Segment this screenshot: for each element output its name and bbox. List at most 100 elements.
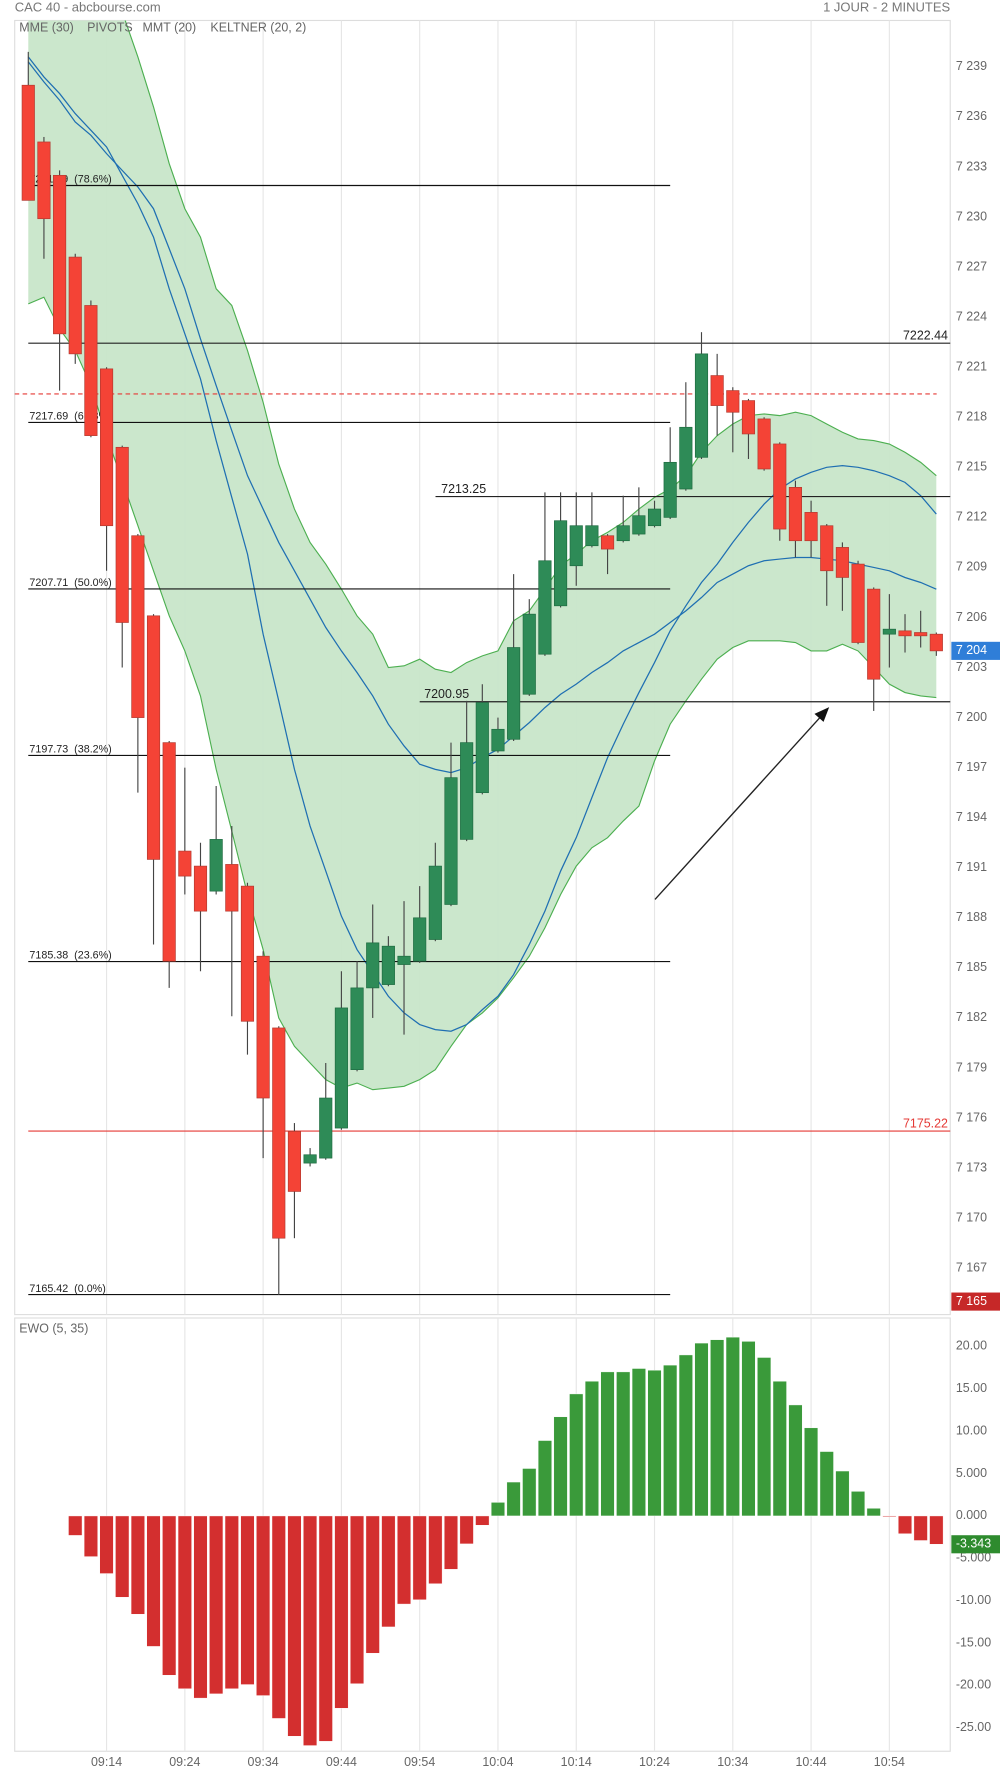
ewo-marker-label: -3.343 [956, 1537, 991, 1551]
candle-body [757, 418, 771, 470]
ewo-bar [725, 1336, 740, 1517]
ewo-bar [99, 1515, 114, 1574]
ewo-bar [663, 1364, 678, 1517]
ewo-bar [804, 1427, 819, 1517]
y-tick-label: 7 218 [956, 410, 987, 424]
candle-body [53, 174, 67, 335]
candle-body [209, 839, 223, 892]
candle-body [460, 742, 474, 840]
candle-body [99, 368, 114, 527]
candle-body [21, 84, 35, 201]
fib-label: 7207.71 (50.0%) [29, 577, 111, 589]
ewo-bar [240, 1515, 255, 1685]
candle-body [647, 508, 662, 527]
keltner-lower [28, 296, 937, 1091]
candle-body [475, 702, 489, 794]
ewo-bar [929, 1515, 944, 1545]
candle-body [272, 1027, 286, 1239]
candle-body [366, 942, 380, 989]
y-tick-label: 7 203 [956, 660, 987, 674]
candle-body [726, 390, 740, 413]
y-tick-label: 7 170 [956, 1210, 987, 1224]
ewo-bar [193, 1515, 208, 1699]
candle-body [898, 630, 912, 637]
ewo-bar [851, 1491, 866, 1517]
y-tick-label: 7 179 [956, 1060, 987, 1074]
ewo-bar [475, 1515, 490, 1526]
y-tick-label: 10.00 [956, 1423, 987, 1437]
candle-body [507, 647, 521, 740]
candle-body [84, 305, 98, 436]
candle-body [146, 615, 161, 860]
y-tick-label: -10.00 [956, 1593, 991, 1607]
candle-body [178, 850, 192, 877]
ewo-bar [256, 1515, 271, 1696]
ewo-bar [412, 1515, 427, 1601]
candle-body [287, 1131, 301, 1192]
y-tick-label: 7 197 [956, 760, 987, 774]
y-tick-label: 7 200 [956, 710, 987, 724]
y-tick-label: 20.00 [956, 1339, 987, 1353]
candle-body [428, 865, 442, 940]
y-tick-label: 7 176 [956, 1110, 987, 1124]
x-tick-label: 10:34 [717, 1755, 748, 1769]
pivot-label: 7213.25 [441, 482, 486, 496]
y-tick-label: 7 173 [956, 1160, 987, 1174]
candle-body [616, 525, 630, 542]
ewo-bar [788, 1404, 803, 1517]
ewo-bar [522, 1468, 537, 1517]
x-tick-label: 09:34 [248, 1755, 279, 1769]
candle-body [397, 955, 411, 965]
ewo-bar [506, 1481, 521, 1517]
ewo-bar [397, 1515, 412, 1605]
ewo-bar [913, 1515, 928, 1541]
y-tick-label: 7 167 [956, 1260, 987, 1274]
pivot-label: 7222.44 [903, 329, 948, 343]
ewo-bar [271, 1515, 286, 1719]
y-tick-label: -20.00 [956, 1678, 991, 1692]
price-marker-label: 7 204 [956, 643, 987, 657]
ewo-bar [898, 1515, 913, 1534]
x-tick-label: 10:54 [874, 1755, 905, 1769]
y-tick-label: 7 182 [956, 1010, 987, 1024]
x-tick-label: 09:14 [91, 1755, 122, 1769]
candle-body [319, 1097, 333, 1159]
candle-body [554, 520, 568, 607]
candle-body [162, 742, 176, 962]
candle-body [851, 563, 865, 643]
candle-body [914, 632, 928, 637]
ewo-bar [866, 1508, 881, 1517]
candle-body [37, 141, 51, 220]
candle-body [741, 400, 756, 435]
candle-body [867, 588, 881, 680]
pivot-label: 7200.95 [424, 687, 469, 701]
candle-body [131, 535, 145, 718]
candle-body [491, 728, 505, 752]
candle-body [835, 547, 849, 578]
ewo-bar [224, 1515, 239, 1690]
ewo-bar [772, 1380, 787, 1517]
x-tick-label: 10:24 [639, 1755, 670, 1769]
x-tick-label: 09:24 [169, 1755, 200, 1769]
y-tick-label: 7 236 [956, 109, 987, 123]
ewo-bar [537, 1440, 552, 1517]
y-tick-label: 7 212 [956, 510, 987, 524]
candle-body [444, 777, 458, 905]
ewo-bar [68, 1515, 83, 1536]
y-tick-label: 7 233 [956, 159, 987, 173]
ewo-bar [647, 1369, 662, 1517]
price-marker [951, 1292, 1000, 1311]
ewo-bar [443, 1515, 459, 1570]
candle-body [413, 917, 427, 962]
candle-body [240, 885, 255, 1022]
arrow-head [814, 707, 830, 722]
legend-keltner: KELTNER (20, 2) [210, 21, 306, 35]
candle-body [804, 512, 818, 542]
x-tick-label: 10:44 [796, 1755, 827, 1769]
ewo-bar [741, 1341, 756, 1517]
legend-mmt: MMT (20) [143, 21, 197, 35]
fib-label: 7197.73 (38.2%) [29, 744, 111, 756]
ewo-bar [569, 1393, 584, 1517]
